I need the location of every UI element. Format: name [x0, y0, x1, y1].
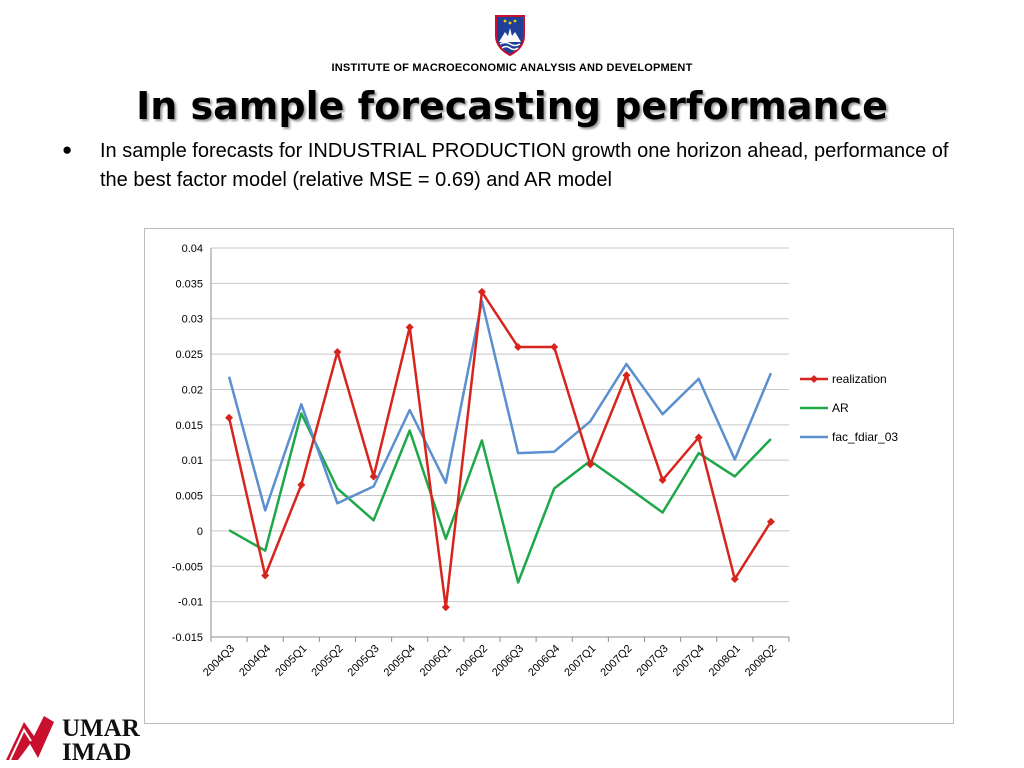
data-point-realization — [333, 347, 342, 356]
legend-label-AR: AR — [832, 401, 849, 415]
series-line-realization — [227, 290, 772, 609]
logo-umar-text: UMAR — [62, 715, 140, 742]
y-tick-label: 0.03 — [182, 314, 203, 326]
y-tick-label: 0.04 — [182, 243, 203, 255]
bullet-text: In sample forecasts for INDUSTRIAL PRODU… — [100, 140, 949, 191]
data-point-realization — [225, 413, 234, 422]
y-tick-label: 0.005 — [175, 491, 203, 503]
x-tick-label: 2007Q2 — [598, 643, 634, 679]
x-tick-label: 2006Q4 — [526, 643, 562, 679]
data-point-realization — [297, 480, 306, 489]
data-point-realization — [622, 371, 631, 380]
slide-title: In sample forecasting performance — [136, 84, 888, 128]
data-point-realization — [514, 343, 523, 352]
data-point-realization — [586, 460, 595, 469]
data-point-realization — [369, 472, 378, 481]
x-tick-label: 2007Q3 — [635, 643, 671, 679]
y-tick-label: 0.025 — [175, 349, 203, 361]
x-tick-label: 2007Q4 — [671, 643, 707, 679]
data-point-realization — [694, 433, 703, 442]
legend-label-fac_fdiar_03: fac_fdiar_03 — [832, 430, 898, 444]
data-point-realization — [730, 575, 739, 584]
y-tick-label: 0.015 — [175, 420, 203, 432]
logo-mark-icon — [6, 716, 54, 761]
x-tick-label: 2006Q1 — [418, 643, 454, 679]
chart-frame: 0.04 0.035 0.03 0.025 0.02 0.015 0.01 0.005 0 -0.… — [144, 228, 954, 724]
data-point-realization — [477, 287, 486, 296]
y-tick-label: 0 — [197, 526, 203, 538]
coat-of-arms-icon — [495, 15, 525, 56]
institute-name: INSTITUTE OF MACROECONOMIC ANALYSIS AND … — [331, 62, 693, 74]
x-tick-label: 2005Q3 — [346, 643, 382, 679]
x-tick-label: 2005Q2 — [309, 643, 345, 679]
legend-label-realization: realization — [832, 372, 887, 386]
data-point-realization — [261, 571, 270, 580]
y-tick-label: -0.01 — [178, 597, 203, 609]
x-tick-label: 2005Q4 — [382, 643, 418, 679]
umar-imad-logo: UMAR IMAD — [4, 712, 144, 768]
x-tick-label: 2008Q2 — [743, 643, 779, 679]
x-tick-label: 2006Q3 — [490, 643, 526, 679]
legend-marker-realization — [810, 375, 818, 383]
y-tick-label: -0.015 — [172, 632, 203, 644]
x-tick-label: 2007Q1 — [562, 643, 598, 679]
data-point-realization — [658, 475, 667, 484]
x-tick-label: 2004Q3 — [201, 643, 237, 679]
y-tick-label: 0.02 — [182, 384, 203, 396]
x-tick-label: 2005Q1 — [273, 643, 309, 679]
line-chart: 0.04 0.035 0.03 0.025 0.02 0.015 0.01 0.005 0 -0.… — [172, 243, 899, 679]
x-tick-label: 2006Q2 — [454, 643, 490, 679]
x-tick-label: 2004Q4 — [237, 643, 273, 679]
bullet-marker: ● — [62, 140, 73, 159]
data-point-realization — [766, 517, 775, 526]
series-line-AR — [228, 412, 772, 584]
data-point-realization — [441, 603, 450, 612]
y-tick-label: -0.005 — [172, 561, 203, 573]
logo-imad-text: IMAD — [62, 739, 132, 766]
x-tick-label: 2008Q1 — [707, 643, 743, 679]
series-line-fac_fdiar_03 — [227, 299, 773, 512]
y-tick-label: 0.035 — [175, 278, 203, 290]
data-point-realization — [550, 343, 559, 352]
data-point-realization — [405, 323, 414, 332]
y-tick-label: 0.01 — [182, 455, 203, 467]
